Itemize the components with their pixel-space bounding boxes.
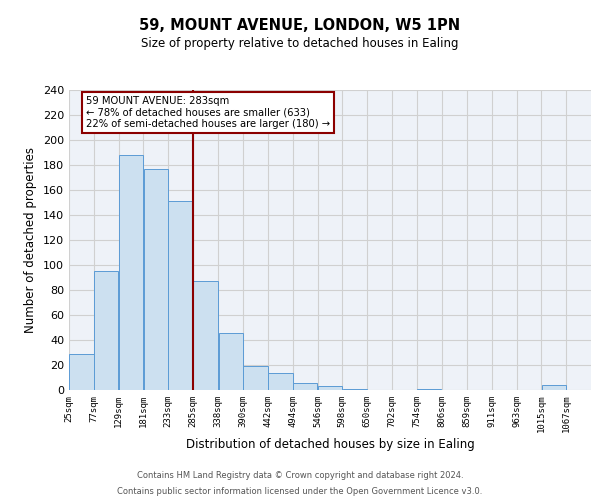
Bar	[218, 332, 243, 390]
Y-axis label: Number of detached properties: Number of detached properties	[25, 147, 37, 333]
Bar	[542, 385, 566, 390]
Bar	[268, 372, 293, 390]
Bar	[293, 382, 317, 390]
Bar	[343, 389, 367, 390]
Bar	[143, 169, 168, 390]
Text: Size of property relative to detached houses in Ealing: Size of property relative to detached ho…	[141, 38, 459, 51]
Bar	[318, 386, 342, 390]
Bar	[69, 354, 94, 390]
Text: 59, MOUNT AVENUE, LONDON, W5 1PN: 59, MOUNT AVENUE, LONDON, W5 1PN	[139, 18, 461, 32]
X-axis label: Distribution of detached houses by size in Ealing: Distribution of detached houses by size …	[185, 438, 475, 451]
Bar	[169, 201, 193, 390]
Text: Contains HM Land Registry data © Crown copyright and database right 2024.: Contains HM Land Registry data © Crown c…	[137, 472, 463, 480]
Text: Contains public sector information licensed under the Open Government Licence v3: Contains public sector information licen…	[118, 486, 482, 496]
Text: 59 MOUNT AVENUE: 283sqm
← 78% of detached houses are smaller (633)
22% of semi-d: 59 MOUNT AVENUE: 283sqm ← 78% of detache…	[86, 96, 330, 130]
Bar	[244, 366, 268, 390]
Bar	[417, 389, 442, 390]
Bar	[94, 271, 118, 390]
Bar	[119, 155, 143, 390]
Bar	[193, 281, 218, 390]
